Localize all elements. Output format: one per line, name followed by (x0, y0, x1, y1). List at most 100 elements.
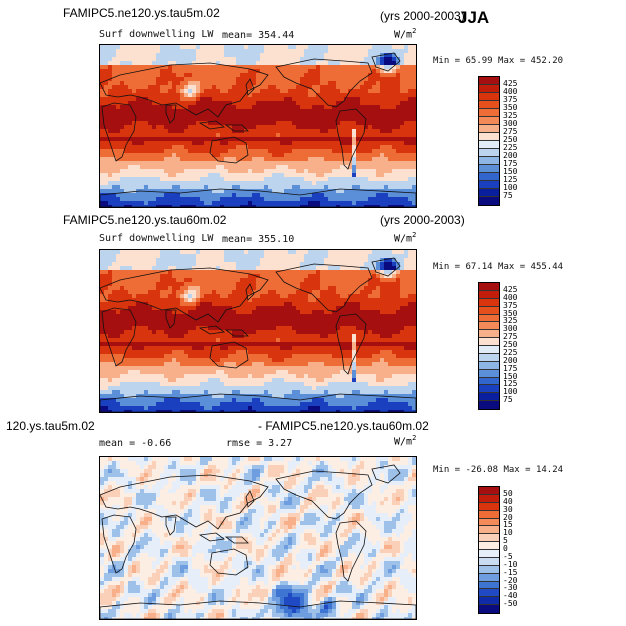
coastline (100, 393, 416, 412)
coastline (245, 78, 255, 96)
colorbar-tick-label: -20 (503, 575, 518, 585)
colorbar-tick-label: 20 (503, 512, 513, 522)
colorbar-swatch (479, 369, 499, 378)
panel2-mean: mean= 355.10 (222, 234, 295, 245)
panel2-title-right: (yrs 2000-2003) (380, 213, 465, 227)
colorbar-tick-label: 10 (503, 528, 513, 538)
colorbar-swatch (479, 338, 499, 346)
coastline (209, 341, 249, 369)
panel1-units: W/m2 (394, 27, 417, 41)
colorbar-swatch (479, 393, 499, 402)
colorbar-swatch (479, 322, 499, 331)
colorbar-swatch (479, 526, 499, 535)
colorbar-tick-label: 300 (503, 119, 518, 128)
colorbar-tick-label: 100 (503, 387, 518, 397)
colorbar-swatch (479, 85, 499, 93)
colorbar-tick-label: 175 (503, 363, 518, 373)
panel1-title-left: FAMIPC5.ne120.ys.tau5m.02 (63, 6, 220, 20)
map-field (100, 250, 416, 412)
colorbar-swatch (479, 149, 499, 157)
colorbar-swatch (479, 109, 499, 117)
panel1-map (99, 44, 417, 208)
colorbar-swatch (479, 141, 499, 149)
colorbar-swatch (479, 157, 499, 165)
coastline (165, 516, 177, 536)
colorbar-swatch (479, 487, 499, 495)
coastline (275, 58, 373, 108)
colorbar-tick-label: 325 (503, 316, 518, 326)
coastline (245, 283, 255, 301)
coastline (100, 188, 416, 207)
coastline (335, 520, 367, 582)
colorbar-tick-label: 30 (503, 504, 513, 514)
panel1-minmax: Min = 65.99 Max = 452.20 (433, 56, 564, 66)
panel1-colorbar (478, 76, 500, 206)
colorbar-tick-label: 250 (503, 340, 518, 349)
coastline (198, 325, 226, 335)
colorbar-tick-label: 225 (503, 347, 518, 357)
coastline (335, 313, 367, 375)
colorbar-swatch (479, 346, 499, 354)
panel2-variable: Surf downwelling LW (99, 233, 214, 244)
coastline (100, 474, 269, 530)
colorbar-swatch (479, 283, 499, 291)
panel1-colorbar-labels: 425 400 375 350 325 300 275 250 225 200 175 150 125 1… (503, 76, 543, 204)
panel3-title-left: 120.ys.tau5m.02 (6, 419, 95, 433)
colorbar-swatch (479, 314, 499, 323)
panel1-variable: Surf downwelling LW (99, 29, 214, 40)
panel2-minmax: Min = 67.14 Max = 455.44 (433, 262, 564, 272)
map-field (100, 45, 416, 207)
colorbar-tick-label: 375 (503, 300, 518, 310)
colorbar-tick-label: 250 (503, 135, 518, 144)
coastline (245, 490, 255, 508)
colorbar-swatch (479, 557, 499, 566)
panel3-colorbar (478, 486, 500, 614)
colorbar-tick-label: -50 (503, 599, 518, 609)
colorbar-swatch (479, 173, 499, 181)
colorbar-swatch (479, 510, 499, 519)
colorbar-swatch (479, 77, 499, 85)
colorbar-tick-label: 300 (503, 324, 518, 334)
panel3-title-right: - FAMIPC5.ne120.ys.tau60m.02 (258, 419, 429, 433)
colorbar-swatch (479, 361, 499, 370)
panel1-mean: mean= 354.44 (222, 30, 295, 41)
colorbar-tick-label: -10 (503, 559, 518, 569)
colorbar-tick-label: 275 (503, 332, 518, 342)
coastline (198, 532, 226, 542)
colorbar-swatch (479, 181, 499, 189)
colorbar-swatch (479, 93, 499, 101)
colorbar-swatch (479, 502, 499, 511)
panel2-units: W/m2 (394, 231, 417, 245)
coastline (165, 309, 177, 329)
colorbar-tick-label: 400 (503, 292, 518, 302)
colorbar-swatch (479, 290, 499, 299)
colorbar-tick-label: 325 (503, 111, 518, 120)
colorbar-tick-label: 175 (503, 159, 518, 168)
colorbar-swatch (479, 550, 499, 558)
coastline (101, 514, 137, 574)
coastline (209, 136, 249, 164)
coastline (100, 600, 416, 619)
coastline (371, 464, 401, 484)
coastline (209, 548, 249, 576)
colorbar-swatch (479, 165, 499, 173)
colorbar-swatch (479, 385, 499, 394)
colorbar-tick-label: -5 (503, 551, 513, 561)
colorbar-swatch (479, 542, 499, 550)
colorbar-swatch (479, 353, 499, 362)
colorbar-swatch (479, 401, 499, 409)
colorbar-swatch (479, 534, 499, 543)
colorbar-tick-label: 15 (503, 520, 513, 530)
panel3-mean: mean = -0.66 (99, 438, 172, 449)
panel2-colorbar (478, 282, 500, 410)
colorbar-tick-label: 75 (503, 395, 513, 405)
coastline (335, 108, 367, 170)
coastline (224, 124, 249, 132)
colorbar-tick-label: 75 (503, 191, 513, 200)
colorbar-tick-label: 350 (503, 103, 518, 112)
colorbar-tick-label: 400 (503, 87, 518, 96)
colorbar-tick-label: 425 (503, 79, 518, 88)
colorbar-swatch (479, 330, 499, 339)
colorbar-swatch (479, 197, 499, 205)
colorbar-swatch (479, 377, 499, 386)
